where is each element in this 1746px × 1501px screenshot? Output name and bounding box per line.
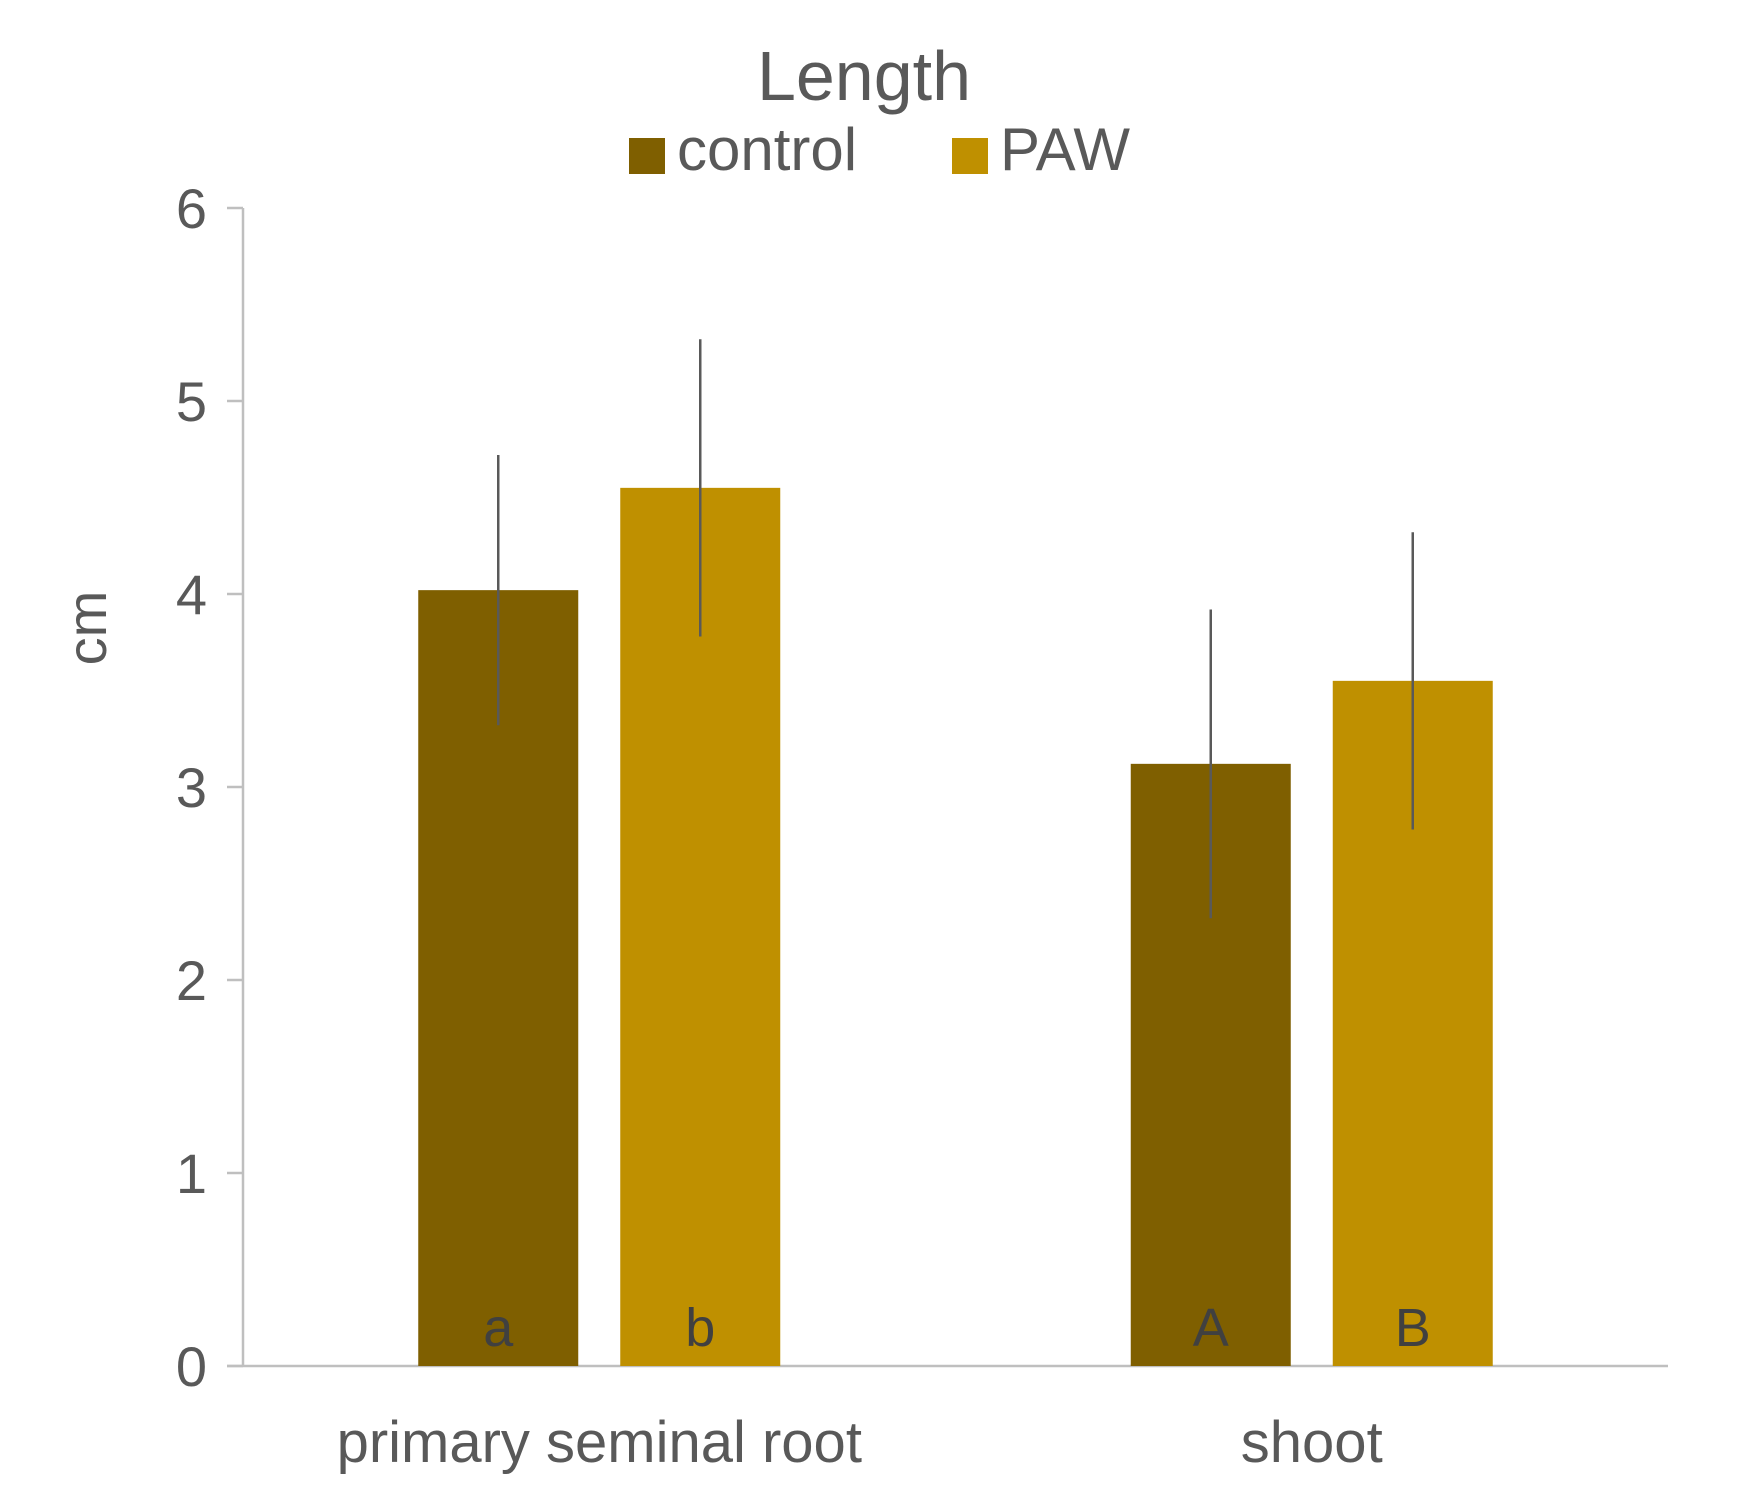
significance-label: b	[685, 1298, 715, 1358]
legend-item-PAW: PAW	[952, 116, 1130, 183]
x-category-label: shoot	[1241, 1410, 1383, 1475]
legend-label: control	[677, 116, 857, 183]
y-tick-label: 4	[176, 563, 207, 626]
y-tick-label: 5	[176, 370, 207, 433]
y-tick-label: 1	[176, 1142, 207, 1205]
legend-swatch	[629, 138, 665, 174]
y-tick-label: 0	[176, 1335, 207, 1398]
y-tick-label: 3	[176, 756, 207, 819]
y-tick-label: 2	[176, 949, 207, 1012]
legend-label: PAW	[1000, 116, 1130, 183]
significance-label: A	[1193, 1298, 1229, 1358]
bars	[418, 487, 1493, 1367]
legend: control PAW	[629, 116, 1130, 183]
x-category-label: primary seminal root	[337, 1410, 862, 1475]
legend-item-control: control	[629, 116, 857, 183]
legend-swatch	[952, 138, 988, 174]
significance-label: B	[1395, 1298, 1431, 1358]
significance-label: a	[483, 1298, 514, 1358]
y-tick-label: 6	[176, 177, 207, 240]
y-axis-label: cm	[55, 591, 118, 666]
y-axis: 0 1 2 3 4 5 6	[176, 177, 245, 1398]
category-labels: primary seminal root shoot	[337, 1410, 1383, 1475]
chart-title: Length	[757, 37, 971, 115]
error-bars	[497, 339, 1414, 919]
